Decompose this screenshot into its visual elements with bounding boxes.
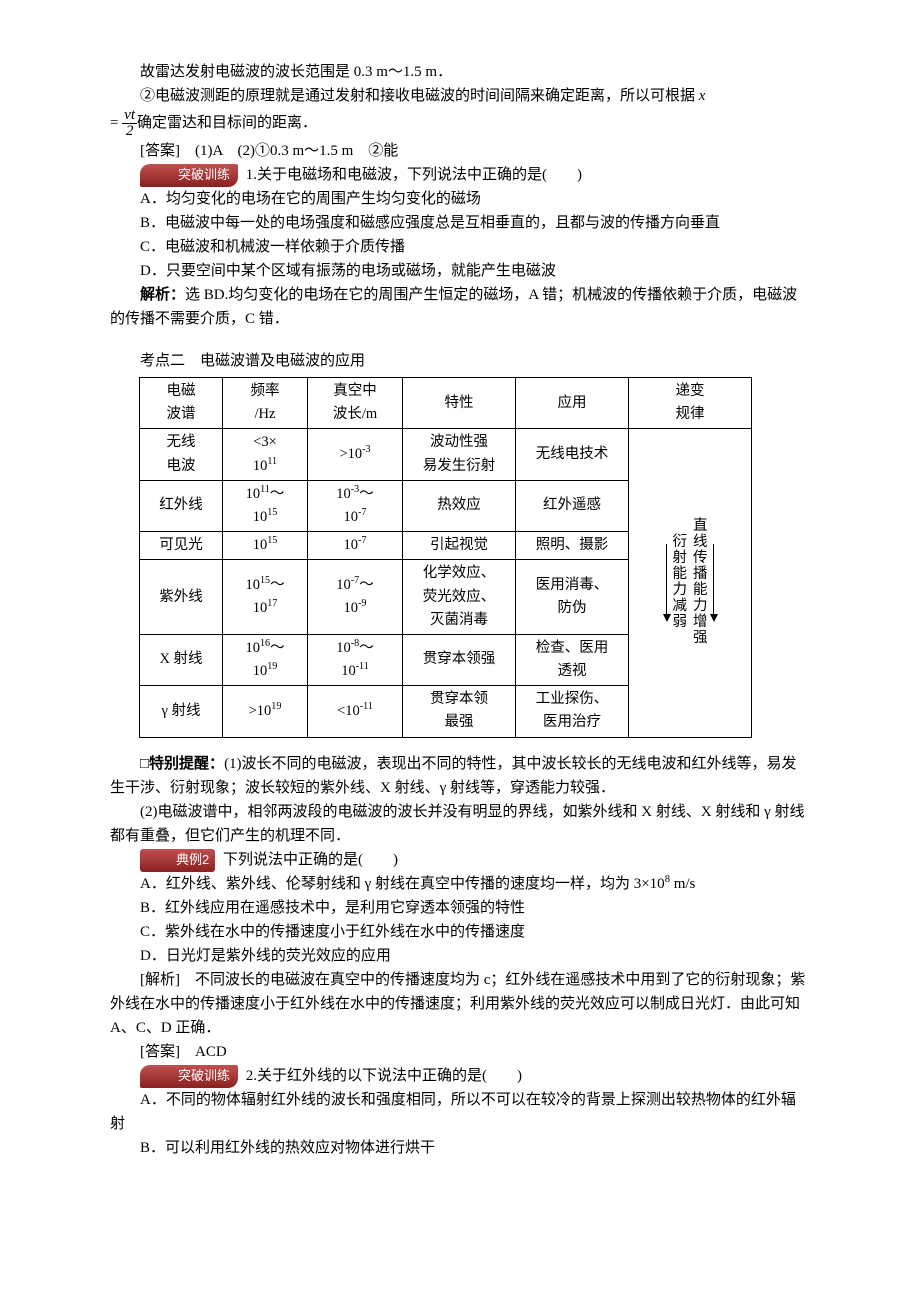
table-cell-name: γ 射线 [140,686,223,737]
table-cell-wl: >10-3 [308,429,403,480]
q1-stem: 关于电磁场和电磁波，下列说法中正确的是( ) [257,167,582,183]
q1-analysis: 解析：选 BD.均匀变化的电场在它的周围产生恒定的磁场，A 错；机械波的传播依赖… [110,283,810,331]
rule-cell: 衍射能力减弱直线传播能力增强 [629,429,752,737]
q1-option-d: D．只要空间中某个区域有振荡的电场或磁场，就能产生电磁波 [110,259,810,283]
kd2-title: 考点二 电磁波谱及电磁波的应用 [110,349,810,373]
spectrum-table: 电磁波谱 频率/Hz 真空中波长/m 特性 应用 递变规律 无线电波<3×101… [139,377,752,738]
ex2-stem-line: 典例2 下列说法中正确的是( ) [110,848,810,872]
intro-line1: 故雷达发射电磁波的波长范围是 0.3 m～1.5 m． [110,60,810,84]
th-rule: 递变规律 [629,378,752,429]
rule-right-text: 直线传播能力增强 [693,519,708,647]
ex2-option-b: B．红外线应用在遥感技术中，是利用它穿透本领强的特性 [110,896,810,920]
ex2-answer: [答案] ACD [110,1040,810,1064]
breakthrough-badge: 突破训练 [140,164,238,187]
table-cell-prop: 热效应 [403,480,516,531]
table-cell-prop: 贯穿本领最强 [403,686,516,737]
table-cell-wl: 10-8～10-11 [308,634,403,685]
ex2-option-d: D．日光灯是紫外线的荧光效应的应用 [110,944,810,968]
q1-option-a: A．均匀变化的电场在它的周围产生均匀变化的磁场 [110,187,810,211]
th-application: 应用 [516,378,629,429]
th-wavelength: 真空中波长/m [308,378,403,429]
table-cell-freq: <3×1011 [223,429,308,480]
q2-stem: 关于红外线的以下说法中正确的是( ) [257,1068,522,1084]
table-cell-name: 红外线 [140,480,223,531]
table-cell-app: 照明、摄影 [516,532,629,560]
ex2-option-a: A．红外线、紫外线、伦琴射线和 γ 射线在真空中传播的速度均一样，均为 3×10… [110,872,810,896]
q1-analysis-text: 选 BD.均匀变化的电场在它的周围产生恒定的磁场，A 错；机械波的传播依赖于介质… [110,287,797,327]
ex2-analysis-text: 不同波长的电磁波在真空中的传播速度均为 c；红外线在遥感技术中用到了它的衍射现象… [110,972,805,1036]
table-cell-wl: 10-7 [308,532,403,560]
ex2-option-c: C．紫外线在水中的传播速度小于红外线在水中的传播速度 [110,920,810,944]
ex2-stem: 下列说法中正确的是( ) [223,852,398,868]
table-cell-freq: 1016～1019 [223,634,308,685]
q2-option-a: A．不同的物体辐射红外线的波长和强度相同，所以不可以在较冷的背景上探测出较热物体… [110,1088,810,1136]
table-cell-freq: >1019 [223,686,308,737]
frac-den: 2 [122,124,137,139]
table-cell-app: 医用消毒、防伪 [516,560,629,635]
q1-option-c: C．电磁波和机械波一样依赖于介质传播 [110,235,810,259]
table-cell-name: X 射线 [140,634,223,685]
table-cell-app: 红外遥感 [516,480,629,531]
q2-number: 2. [246,1068,257,1084]
eq-sign: = [110,115,122,131]
rule-left-text: 衍射能力减弱 [673,535,688,631]
table-cell-freq: 1015 [223,532,308,560]
th-property: 特性 [403,378,516,429]
table-cell-app: 工业探伤、医用治疗 [516,686,629,737]
intro-line2: ②电磁波测距的原理就是通过发射和接收电磁波的时间间隔来确定距离，所以可根据 x [110,84,810,108]
example2-badge: 典例2 [140,849,215,872]
q2-option-b: B．可以利用红外线的热效应对物体进行烘干 [110,1136,810,1160]
table-cell-name: 可见光 [140,532,223,560]
q2-option-a-wrap: A．不同的物体辐射红外线的波长和强度相同，所以不可以在较冷的背景上探测出较热物体… [110,1088,810,1136]
tip-label: □特别提醒： [140,756,224,772]
table-cell-freq: 1011～1015 [223,480,308,531]
table-cell-freq: 1015～1017 [223,560,308,635]
table-cell-name: 紫外线 [140,560,223,635]
tip-p2: (2)电磁波谱中，相邻两波段的电磁波的波长并没有明显的界线，如紫外线和 X 射线… [110,800,810,848]
table-cell-wl: 10-3～10-7 [308,480,403,531]
table-cell-prop: 引起视觉 [403,532,516,560]
th-spectrum: 电磁波谱 [140,378,223,429]
tip-p1-wrap: □特别提醒：(1)波长不同的电磁波，表现出不同的特性，其中波长较长的无线电波和红… [110,752,810,800]
table-header-row: 电磁波谱 频率/Hz 真空中波长/m 特性 应用 递变规律 [140,378,752,429]
intro-line2-prefix: ②电磁波测距的原理就是通过发射和接收电磁波的时间间隔来确定距离，所以可根据 [140,88,699,104]
table-cell-prop: 波动性强易发生衍射 [403,429,516,480]
analysis-label: 解析： [140,287,185,303]
answer-line: [答案] (1)A (2)①0.3 m～1.5 m ②能 [110,139,810,163]
table-cell-wl: <10-11 [308,686,403,737]
q1-option-b: B．电磁波中每一处的电场强度和磁感应强度总是互相垂直的，且都与波的传播方向垂直 [110,211,720,235]
breakthrough-badge-2: 突破训练 [140,1065,238,1088]
table-cell-prop: 贯穿本领强 [403,634,516,685]
table-cell-wl: 10-7～10-9 [308,560,403,635]
ex2-analysis: [解析] 不同波长的电磁波在真空中的传播速度均为 c；红外线在遥感技术中用到了它… [110,968,810,1040]
tip-p2-wrap: (2)电磁波谱中，相邻两波段的电磁波的波长并没有明显的界线，如紫外线和 X 射线… [110,800,810,848]
table-cell-name: 无线电波 [140,429,223,480]
q2-stem-line: 突破训练 2.关于红外线的以下说法中正确的是( ) [110,1064,810,1088]
var-x: x [699,88,706,104]
fraction-vt-2: vt2 [122,108,137,139]
table-row: 无线电波<3×1011>10-3波动性强易发生衍射无线电技术衍射能力减弱直线传播… [140,429,752,480]
q1-number: 1. [246,167,257,183]
table-cell-app: 检查、医用透视 [516,634,629,685]
th-freq: 频率/Hz [223,378,308,429]
q1-option-b-wrap: B．电磁波中每一处的电场强度和磁感应强度总是互相垂直的，且都与波的传播方向垂直 [110,211,810,235]
frac-num: vt [122,108,137,124]
intro-line2-suffix: 确定雷达和目标间的距离． [137,115,317,131]
ex2-analysis-label: [解析] [140,972,195,988]
table-body: 无线电波<3×1011>10-3波动性强易发生衍射无线电技术衍射能力减弱直线传播… [140,429,752,737]
intro-line3: = vt2确定雷达和目标间的距离． [110,108,810,139]
table-cell-prop: 化学效应、荧光效应、灭菌消毒 [403,560,516,635]
q1-stem-line: 突破训练 1.关于电磁场和电磁波，下列说法中正确的是( ) [110,163,810,187]
table-cell-app: 无线电技术 [516,429,629,480]
